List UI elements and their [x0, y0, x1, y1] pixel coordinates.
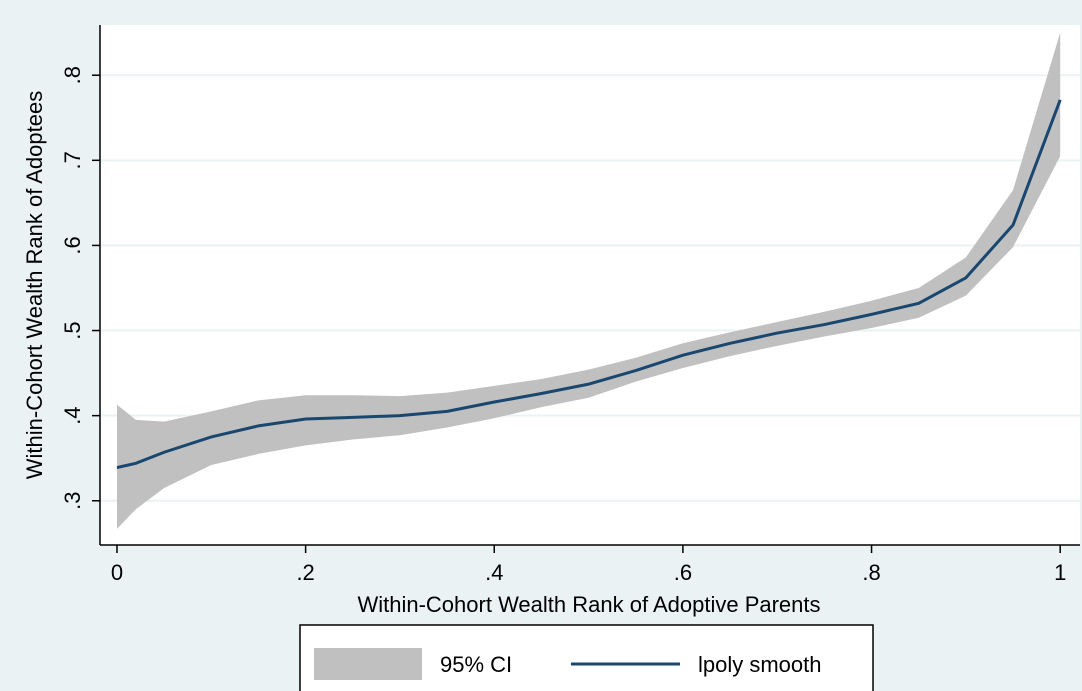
ci-band [116, 32, 1061, 529]
legend-label: lpoly smooth [698, 652, 822, 677]
x-tick-label: .4 [485, 560, 503, 585]
smooth-line [116, 99, 1062, 470]
y-tick-label: .6 [60, 236, 85, 254]
y-axis-title: Within-Cohort Wealth Rank of Adoptees [22, 91, 47, 479]
x-tick-label: .6 [674, 560, 692, 585]
y-tick-label: .3 [60, 492, 85, 510]
y-tick-label: .5 [60, 321, 85, 339]
x-tick-label: .8 [862, 560, 880, 585]
x-tick-label: 1 [1054, 560, 1066, 585]
y-tick-label: .7 [60, 151, 85, 169]
x-tick-label: .2 [296, 560, 314, 585]
x-axis-title: Within-Cohort Wealth Rank of Adoptive Pa… [357, 592, 820, 617]
plot-area [100, 25, 1080, 545]
y-tick-label: .8 [60, 66, 85, 84]
legend-swatch [314, 648, 422, 680]
x-tick-label: 0 [111, 560, 123, 585]
y-tick-label: .4 [60, 406, 85, 424]
legend-label: 95% CI [440, 652, 512, 677]
